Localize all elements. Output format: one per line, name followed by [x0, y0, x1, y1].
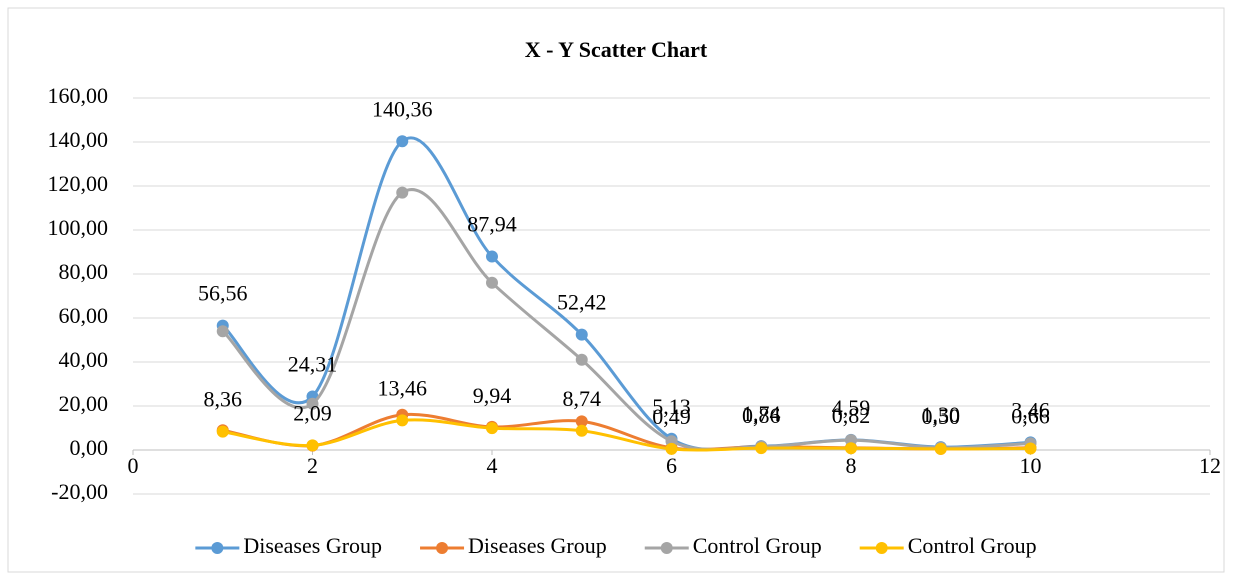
data-point: [396, 186, 409, 199]
data-point: [665, 442, 678, 455]
data-point: [575, 328, 588, 341]
x-tick-label: 2: [307, 453, 318, 478]
data-label: 2,09: [293, 400, 332, 425]
data-point: [575, 424, 588, 437]
data-label: 9,94: [473, 383, 512, 408]
x-tick-label: 6: [666, 453, 677, 478]
data-label: 52,42: [557, 290, 607, 315]
legend-label: Control Group: [693, 533, 822, 558]
legend-marker: [660, 542, 673, 554]
y-tick-label: 100,00: [48, 215, 109, 240]
data-point: [486, 422, 498, 435]
legend-label: Control Group: [908, 533, 1037, 558]
y-tick-label: 20,00: [59, 391, 109, 416]
data-point: [306, 439, 319, 452]
data-label: 5,13: [652, 394, 691, 419]
data-label: 8,36: [204, 387, 243, 412]
y-tick-label: 160,00: [48, 83, 109, 108]
data-label: 8,74: [563, 386, 602, 411]
data-point: [396, 135, 409, 148]
data-point: [396, 414, 409, 427]
legend-marker: [211, 542, 224, 554]
data-point: [845, 442, 857, 455]
data-label: 1,30: [922, 402, 961, 427]
y-tick-label: 40,00: [59, 347, 109, 372]
data-label: 0,49: [652, 404, 691, 429]
legend-label: Diseases Group: [243, 533, 382, 558]
data-label: 4,59: [832, 395, 871, 420]
data-point: [306, 397, 319, 410]
chart-title: X - Y Scatter Chart: [525, 37, 708, 62]
x-tick-label: 0: [128, 453, 139, 478]
chart-border: [7, 7, 1225, 573]
data-point: [934, 442, 947, 455]
x-tick-label: 10: [1020, 453, 1042, 478]
data-label: 1,74: [742, 401, 781, 426]
legend-label: Diseases Group: [468, 533, 607, 558]
data-label: 13,46: [378, 375, 428, 400]
data-label: 56,56: [198, 281, 248, 306]
y-tick-label: 80,00: [59, 259, 109, 284]
x-tick-label: 12: [1199, 453, 1221, 478]
data-label: 87,94: [467, 212, 517, 237]
data-label: 0,86: [742, 403, 781, 428]
legend-marker: [875, 542, 888, 554]
data-label: 24,31: [288, 352, 338, 377]
series-line: [222, 418, 1031, 452]
data-label: 0,66: [1011, 404, 1050, 429]
data-point: [755, 442, 768, 455]
data-point: [575, 415, 588, 428]
y-tick-label: 120,00: [48, 171, 109, 196]
data-label: 140,36: [372, 96, 433, 121]
y-tick-label: 60,00: [59, 303, 109, 328]
data-point: [216, 425, 229, 438]
data-label: 0,50: [922, 404, 961, 429]
data-point: [1024, 442, 1037, 455]
y-tick-label: 140,00: [48, 127, 109, 152]
data-point: [216, 325, 229, 338]
data-label: 3,46: [1011, 397, 1050, 422]
x-tick-label: 4: [487, 453, 498, 478]
y-tick-label: 0,00: [70, 435, 109, 460]
legend-marker: [436, 542, 449, 554]
data-label: 0,82: [832, 403, 871, 428]
data-point: [486, 250, 498, 263]
x-tick-label: 8: [846, 453, 857, 478]
data-point: [575, 353, 588, 366]
data-point: [486, 276, 498, 289]
y-tick-label: -20,00: [51, 479, 108, 504]
